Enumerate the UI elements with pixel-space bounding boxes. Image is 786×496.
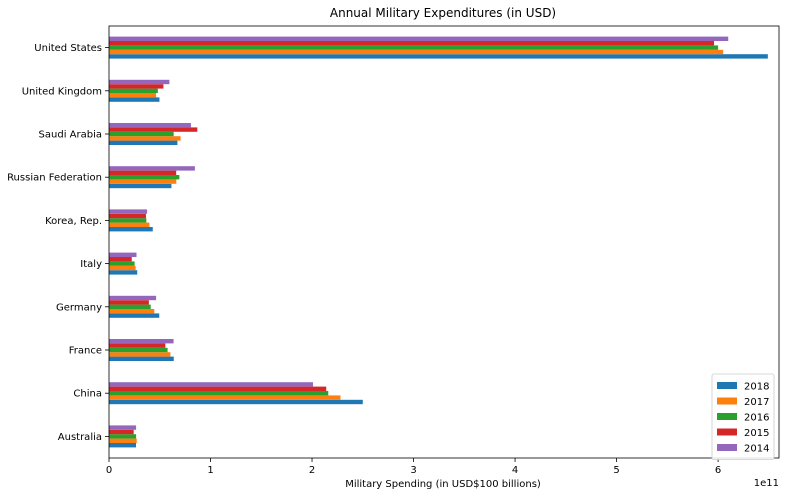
bar-china-2017 (109, 395, 341, 400)
legend-label-2016: 2016 (744, 413, 769, 424)
bar-united-states-2018 (109, 54, 768, 59)
y-tick-label: France (69, 346, 102, 357)
legend-label-2017: 2017 (744, 397, 769, 408)
bar-korea-rep--2014 (109, 209, 148, 214)
y-tick-label: Saudi Arabia (39, 130, 102, 141)
x-tick-label: 1 (207, 465, 213, 476)
bar-united-kingdom-2016 (109, 88, 158, 93)
x-axis-label: Military Spending (in USD$100 billions) (345, 479, 541, 490)
legend-label-2015: 2015 (744, 428, 769, 439)
bar-germany-2016 (109, 304, 151, 309)
bar-russian-federation-2014 (109, 166, 195, 171)
bar-italy-2018 (109, 270, 138, 275)
legend-swatch-2018 (717, 382, 737, 389)
bar-italy-2017 (109, 265, 136, 271)
bar-france-2014 (109, 339, 174, 344)
bar-united-kingdom-2017 (109, 93, 157, 98)
bar-china-2014 (109, 382, 314, 387)
x-tick-label: 6 (715, 465, 721, 476)
bar-italy-2014 (109, 252, 137, 257)
bar-china-2016 (109, 391, 329, 396)
legend-swatch-2014 (717, 444, 737, 451)
y-tick-label: China (73, 389, 102, 400)
y-tick-label: Russian Federation (7, 173, 102, 184)
y-tick-label: Italy (80, 259, 102, 270)
bar-korea-rep--2015 (109, 213, 146, 219)
bar-australia-2015 (109, 429, 134, 435)
bar-france-2017 (109, 352, 171, 357)
bar-china-2015 (109, 386, 327, 391)
bar-russian-federation-2018 (109, 183, 172, 189)
x-tick-label: 5 (613, 465, 619, 476)
legend-label-2014: 2014 (744, 444, 769, 455)
chart-title: Annual Military Expenditures (in USD) (330, 6, 556, 20)
y-tick-label: United States (34, 43, 102, 54)
bar-korea-rep--2017 (109, 222, 150, 227)
bar-russian-federation-2015 (109, 170, 177, 175)
y-tick-label: United Kingdom (22, 86, 102, 97)
bar-united-states-2017 (109, 49, 724, 55)
bar-saudi-arabia-2017 (109, 136, 181, 141)
bar-united-states-2015 (109, 41, 715, 46)
bar-united-kingdom-2014 (109, 79, 170, 85)
y-tick-label: Korea, Rep. (45, 216, 102, 227)
bar-germany-2014 (109, 295, 157, 301)
legend-swatch-2016 (717, 413, 737, 420)
bar-italy-2016 (109, 261, 135, 266)
x-axis-offset-label: 1e11 (754, 478, 779, 489)
bar-saudi-arabia-2016 (109, 131, 174, 137)
y-tick-label: Australia (58, 432, 102, 443)
bar-australia-2014 (109, 425, 137, 430)
bar-france-2015 (109, 343, 166, 348)
bar-france-2018 (109, 356, 174, 361)
legend: 2018 2017 2016 2015 2014 (711, 373, 775, 460)
legend-swatch-2017 (717, 397, 737, 405)
bar-united-kingdom-2018 (109, 97, 160, 102)
legend-swatch-2015 (717, 428, 737, 436)
bar-australia-2016 (109, 434, 137, 439)
bar-saudi-arabia-2018 (109, 140, 178, 145)
bars-group (109, 36, 768, 448)
bar-saudi-arabia-2014 (109, 123, 191, 128)
bar-germany-2017 (109, 309, 155, 314)
bar-saudi-arabia-2015 (109, 127, 198, 132)
legend-label-2018: 2018 (744, 382, 769, 393)
axes-group: Australia China France Germany Italy Korea, R… (7, 25, 780, 476)
x-tick-label: 2 (309, 465, 315, 476)
bar-united-states-2014 (109, 36, 729, 41)
x-tick-label: 4 (512, 465, 518, 476)
bar-germany-2018 (109, 313, 160, 318)
bar-korea-rep--2018 (109, 227, 153, 232)
x-tick-label: 0 (106, 465, 112, 476)
legend-box (711, 373, 775, 460)
plot-frame (108, 25, 780, 459)
bar-germany-2015 (109, 300, 149, 305)
bar-australia-2017 (109, 438, 137, 443)
bar-united-kingdom-2015 (109, 84, 164, 89)
y-tick-label: Germany (56, 302, 102, 313)
bar-china-2018 (109, 399, 363, 405)
bar-korea-rep--2016 (109, 218, 147, 223)
bar-italy-2015 (109, 257, 132, 262)
bar-france-2016 (109, 347, 168, 353)
bar-russian-federation-2016 (109, 175, 180, 180)
x-tick-label: 3 (410, 465, 416, 476)
bar-australia-2018 (109, 443, 137, 448)
bar-united-states-2016 (109, 45, 719, 50)
bar-russian-federation-2017 (109, 179, 177, 184)
